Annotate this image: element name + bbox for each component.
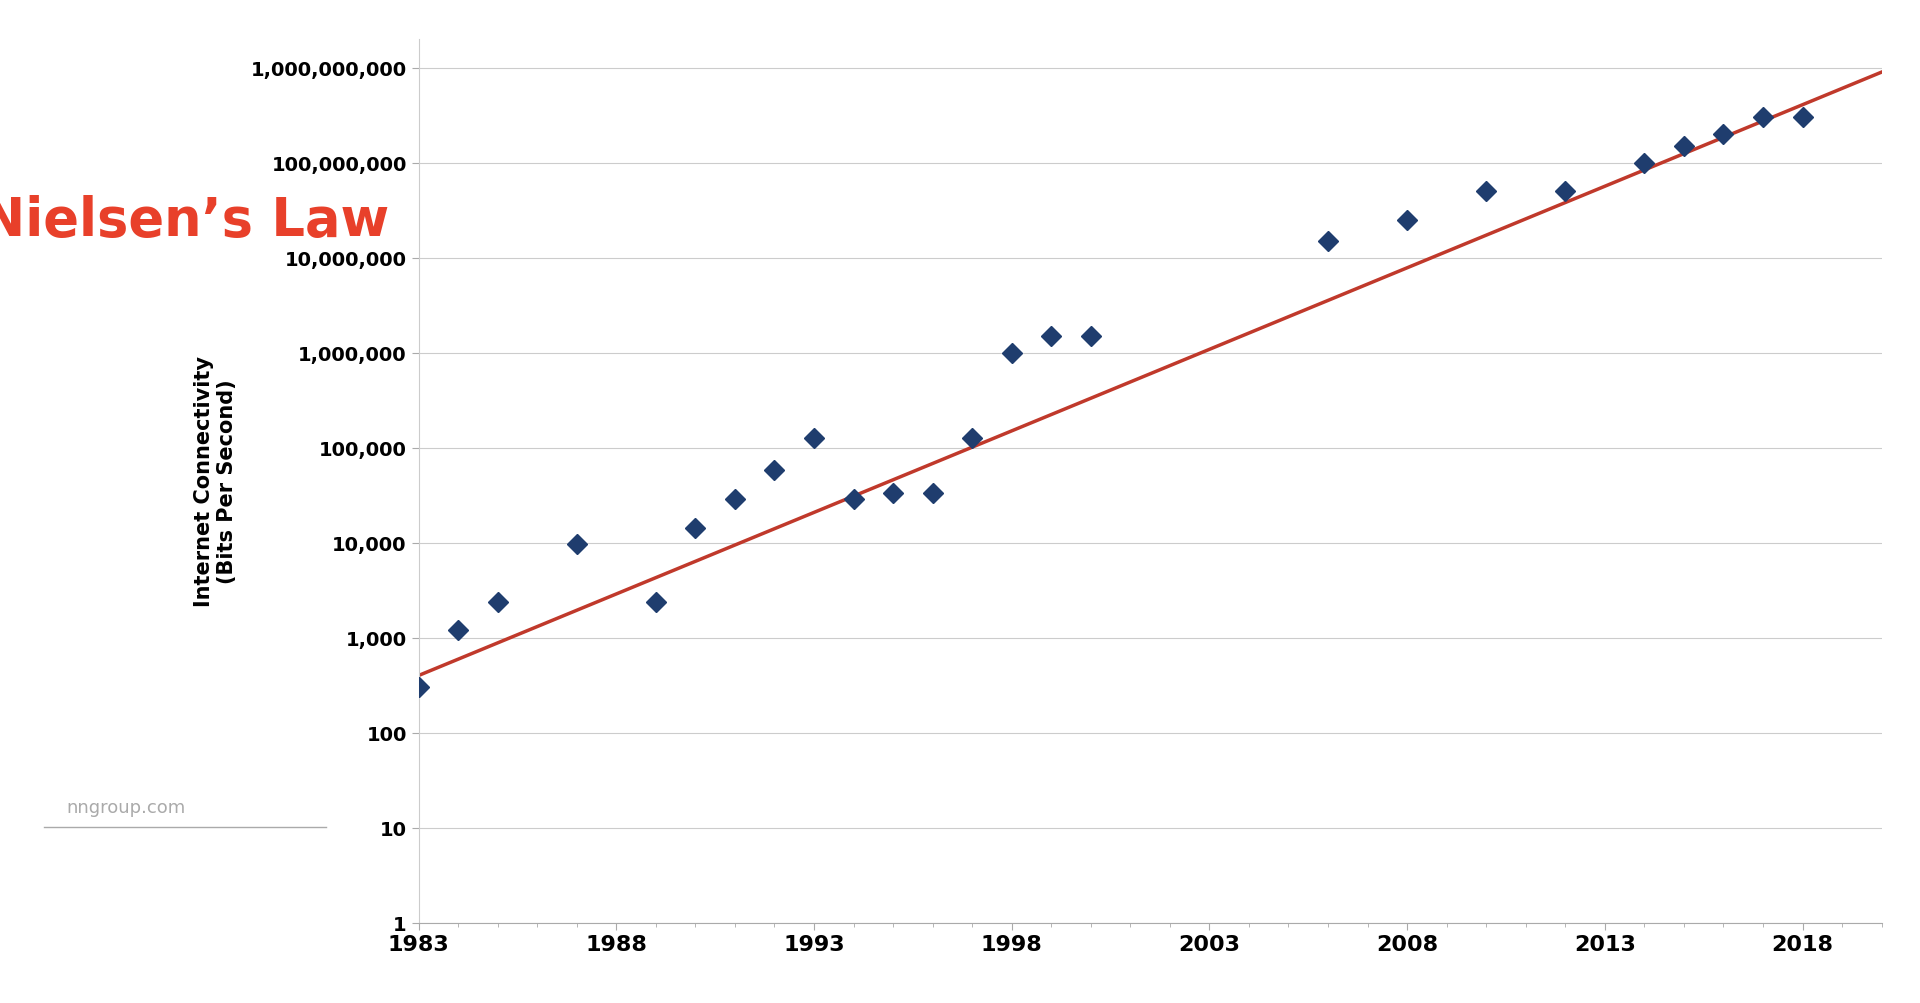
Text: of Internet: of Internet (25, 330, 346, 382)
Text: nngroup.com: nngroup.com (67, 798, 186, 816)
Text: NN/g: NN/g (67, 854, 150, 882)
Text: Bandwidth: Bandwidth (27, 440, 344, 492)
Y-axis label: Internet Connectivity
(Bits Per Second): Internet Connectivity (Bits Per Second) (194, 356, 236, 607)
Text: Nielsen’s Law: Nielsen’s Law (0, 195, 390, 247)
